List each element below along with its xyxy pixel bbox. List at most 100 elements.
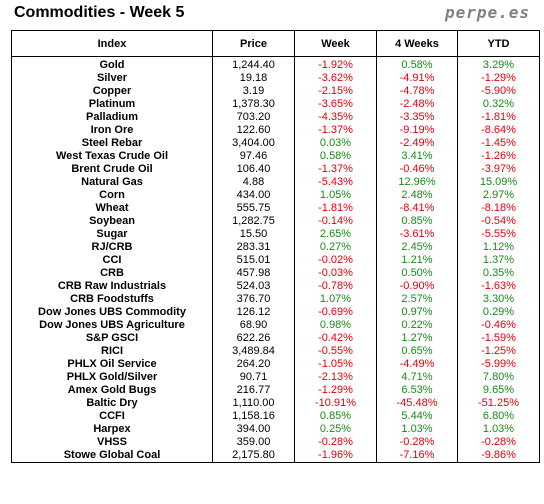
index-cell: Corn [11, 189, 213, 202]
ytd-change-cell: -0.54% [457, 215, 540, 228]
four-weeks-change-cell: 1.03% [376, 423, 458, 436]
table-row: Natural Gas 4.88 -5.43% 12.96% 15.09% [11, 176, 540, 189]
ytd-change-cell: 3.29% [457, 56, 540, 72]
brand-watermark: perpe.es [444, 3, 530, 22]
index-cell: CCI [11, 254, 213, 267]
price-cell: 90.71 [212, 371, 295, 384]
price-cell: 434.00 [212, 189, 295, 202]
week-change-cell: -2.13% [294, 371, 377, 384]
table-row: CRB 457.98 -0.03% 0.50% 0.35% [11, 267, 540, 280]
week-change-cell: 0.58% [294, 150, 377, 163]
index-cell: Baltic Dry [11, 397, 213, 410]
ytd-change-cell: -9.86% [457, 449, 540, 463]
index-cell: Copper [11, 85, 213, 98]
ytd-change-cell: -1.63% [457, 280, 540, 293]
four-weeks-change-cell: 6.53% [376, 384, 458, 397]
ytd-change-cell: -5.90% [457, 85, 540, 98]
ytd-change-cell: 1.12% [457, 241, 540, 254]
price-cell: 19.18 [212, 72, 295, 85]
week-change-cell: 2.65% [294, 228, 377, 241]
ytd-change-cell: -5.99% [457, 358, 540, 371]
four-weeks-change-cell: 5.44% [376, 410, 458, 423]
index-cell: Dow Jones UBS Agriculture [11, 319, 213, 332]
four-weeks-change-cell: -2.48% [376, 98, 458, 111]
ytd-change-cell: -1.81% [457, 111, 540, 124]
ytd-change-cell: 2.97% [457, 189, 540, 202]
four-weeks-change-cell: -8.41% [376, 202, 458, 215]
price-cell: 524.03 [212, 280, 295, 293]
week-change-cell: 0.25% [294, 423, 377, 436]
table-row: Steel Rebar 3,404.00 0.03% -2.49% -1.45% [11, 137, 540, 150]
price-cell: 457.98 [212, 267, 295, 280]
four-weeks-change-cell: 1.21% [376, 254, 458, 267]
ytd-change-cell: 0.35% [457, 267, 540, 280]
column-header-index: Index [11, 30, 213, 57]
price-cell: 3,404.00 [212, 137, 295, 150]
ytd-change-cell: 0.29% [457, 306, 540, 319]
index-cell: Silver [11, 72, 213, 85]
week-change-cell: -0.03% [294, 267, 377, 280]
index-cell: Natural Gas [11, 176, 213, 189]
ytd-change-cell: -1.59% [457, 332, 540, 345]
price-cell: 97.46 [212, 150, 295, 163]
table-row: CRB Foodstuffs 376.70 1.07% 2.57% 3.30% [11, 293, 540, 306]
table-row: Silver 19.18 -3.62% -4.91% -1.29% [11, 72, 540, 85]
ytd-change-cell: -1.25% [457, 345, 540, 358]
price-cell: 3,489.84 [212, 345, 295, 358]
week-change-cell: -0.28% [294, 436, 377, 449]
table-row: PHLX Gold/Silver 90.71 -2.13% 4.71% 7.80% [11, 371, 540, 384]
four-weeks-change-cell: -3.35% [376, 111, 458, 124]
table-row: Dow Jones UBS Commodity 126.12 -0.69% 0.97%… [11, 306, 540, 319]
week-change-cell: -1.96% [294, 449, 377, 463]
four-weeks-change-cell: 0.58% [376, 56, 458, 72]
price-cell: 703.20 [212, 111, 295, 124]
table-row: RICI 3,489.84 -0.55% 0.65% -1.25% [11, 345, 540, 358]
table-row: Sugar 15.50 2.65% -3.61% -5.55% [11, 228, 540, 241]
week-change-cell: 0.85% [294, 410, 377, 423]
week-change-cell: -0.55% [294, 345, 377, 358]
week-change-cell: 0.98% [294, 319, 377, 332]
table-row: Harpex 394.00 0.25% 1.03% 1.03% [11, 423, 540, 436]
week-change-cell: -0.78% [294, 280, 377, 293]
four-weeks-change-cell: 0.22% [376, 319, 458, 332]
ytd-change-cell: -0.46% [457, 319, 540, 332]
index-cell: S&P GSCI [11, 332, 213, 345]
table-row: CRB Raw Industrials 524.03 -0.78% -0.90% -1.… [11, 280, 540, 293]
index-cell: PHLX Gold/Silver [11, 371, 213, 384]
column-header-price: Price [212, 30, 295, 57]
ytd-change-cell: 9.65% [457, 384, 540, 397]
table-row: Stowe Global Coal 2,175.80 -1.96% -7.16% -9.… [11, 449, 540, 463]
four-weeks-change-cell: 12.96% [376, 176, 458, 189]
ytd-change-cell: 0.32% [457, 98, 540, 111]
price-cell: 216.77 [212, 384, 295, 397]
ytd-change-cell: 6.80% [457, 410, 540, 423]
week-change-cell: -0.14% [294, 215, 377, 228]
week-change-cell: -2.15% [294, 85, 377, 98]
four-weeks-change-cell: 2.48% [376, 189, 458, 202]
table-row: Wheat 555.75 -1.81% -8.41% -8.18% [11, 202, 540, 215]
index-cell: Amex Gold Bugs [11, 384, 213, 397]
table-row: Iron Ore 122.60 -1.37% -9.19% -8.64% [11, 124, 540, 137]
four-weeks-change-cell: -3.61% [376, 228, 458, 241]
index-cell: Gold [11, 56, 213, 72]
four-weeks-change-cell: 1.27% [376, 332, 458, 345]
index-cell: CRB Foodstuffs [11, 293, 213, 306]
week-change-cell: -0.42% [294, 332, 377, 345]
table-row: Baltic Dry 1,110.00 -10.91% -45.48% -51.25% [11, 397, 540, 410]
index-cell: Dow Jones UBS Commodity [11, 306, 213, 319]
four-weeks-change-cell: -45.48% [376, 397, 458, 410]
index-cell: RICI [11, 345, 213, 358]
table-row: Brent Crude Oil 106.40 -1.37% -0.46% -3.97% [11, 163, 540, 176]
four-weeks-change-cell: -0.46% [376, 163, 458, 176]
ytd-change-cell: -8.64% [457, 124, 540, 137]
price-cell: 1,110.00 [212, 397, 295, 410]
price-cell: 1,282.75 [212, 215, 295, 228]
week-change-cell: -5.43% [294, 176, 377, 189]
index-cell: West Texas Crude Oil [11, 150, 213, 163]
index-cell: CCFI [11, 410, 213, 423]
column-header-week: Week [294, 30, 377, 57]
price-cell: 4.88 [212, 176, 295, 189]
ytd-change-cell: -8.18% [457, 202, 540, 215]
four-weeks-change-cell: -4.91% [376, 72, 458, 85]
index-cell: CRB Raw Industrials [11, 280, 213, 293]
